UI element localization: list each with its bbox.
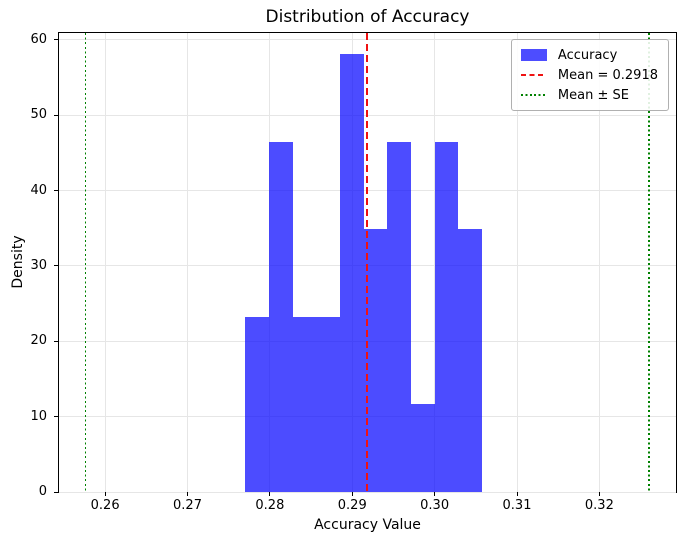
legend-label: Accuracy — [557, 47, 618, 63]
histogram-bar — [245, 316, 270, 492]
plot-area: 60 50 40 30 20 10 0 0.32 0.31 0.30 0.29 0.28 0.27 0.2… — [30, 32, 677, 513]
x-tick-mark — [598, 492, 600, 496]
x-tick-mark — [104, 492, 106, 496]
x-tick-mark — [516, 492, 518, 496]
y-tick-mark — [54, 416, 58, 418]
se-line — [84, 33, 87, 492]
histogram-bar — [363, 229, 387, 492]
x-tick-mark — [434, 492, 436, 496]
mean-line — [366, 33, 369, 492]
gridline-vertical — [187, 33, 188, 492]
x-axis-label: Accuracy Value — [314, 517, 421, 533]
x-tick-label: 0.28 — [255, 498, 285, 513]
gridline-vertical — [598, 33, 600, 492]
y-tick-mark — [54, 39, 58, 41]
y-tick-label: 10 — [30, 408, 47, 424]
legend-item-mean-se: Mean ± SE — [520, 85, 658, 105]
histogram-bar — [457, 229, 482, 492]
y-tick-label: 40 — [30, 182, 47, 198]
y-tick-label: 20 — [30, 333, 47, 349]
y-tick-mark — [54, 190, 58, 192]
x-tick-mark — [269, 492, 271, 496]
histogram-bar — [434, 141, 458, 492]
y-tick-label: 50 — [30, 107, 47, 123]
histogram-bar — [269, 141, 293, 492]
x-tick-label: 0.30 — [420, 498, 450, 513]
gridline-vertical — [516, 33, 518, 492]
histogram-bar — [292, 316, 316, 492]
x-tick-label: 0.32 — [584, 498, 614, 513]
gridline-horizontal — [59, 491, 676, 493]
gridline-vertical — [104, 33, 106, 492]
histogram-bar — [316, 316, 340, 492]
green-dotted-line-swatch-icon — [520, 94, 547, 96]
histogram-bar — [410, 404, 435, 492]
y-tick-mark — [54, 265, 58, 267]
y-tick-mark — [54, 491, 58, 493]
legend-label: Mean ± SE — [557, 87, 629, 103]
x-tick-mark — [187, 492, 188, 496]
legend-label: Mean = 0.2918 — [557, 67, 658, 83]
x-tick-label: 0.31 — [502, 498, 532, 513]
x-tick-label: 0.27 — [173, 498, 202, 513]
y-tick-label: 60 — [30, 31, 47, 47]
chart-title: Distribution of Accuracy — [265, 7, 470, 27]
histogram-bar — [386, 141, 411, 492]
x-tick-mark — [351, 492, 353, 496]
y-tick-mark — [54, 340, 58, 342]
legend: Accuracy Mean = 0.2918 Mean ± SE — [510, 39, 669, 111]
blue-patch-swatch-icon — [520, 49, 547, 61]
x-tick-label: 0.29 — [337, 498, 367, 513]
y-tick-label: 0 — [38, 484, 47, 499]
y-tick-label: 30 — [30, 257, 47, 273]
y-tick-mark — [54, 114, 58, 116]
se-line — [648, 33, 650, 492]
legend-item-mean: Mean = 0.2918 — [520, 65, 658, 85]
histogram-bar — [339, 54, 364, 492]
x-tick-label: 0.26 — [90, 498, 120, 513]
red-dashed-line-swatch-icon — [520, 74, 547, 76]
legend-item-accuracy: Accuracy — [520, 45, 658, 65]
